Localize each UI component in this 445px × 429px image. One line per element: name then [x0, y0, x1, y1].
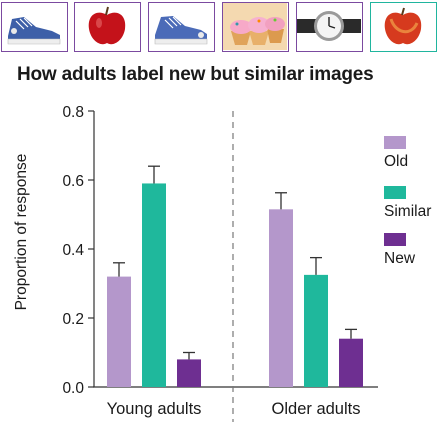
legend: Old Similar New	[384, 136, 431, 267]
y-axis: 0.0 0.2 0.4 0.6 0.8	[62, 104, 378, 422]
category-label: Older adults	[272, 400, 361, 418]
stimulus-wristwatch	[296, 2, 363, 52]
sneaker-icon	[7, 17, 61, 45]
apple-icon	[384, 7, 422, 45]
bar-similar-2	[304, 274, 328, 387]
y-tick-label: 0.2	[62, 311, 84, 328]
stimulus-sneaker-1	[1, 2, 68, 52]
apple-icon	[88, 6, 126, 45]
stimulus-image-strip	[0, 0, 445, 56]
stimulus-sneaker-2	[148, 2, 215, 52]
bar-old-1	[107, 276, 131, 387]
legend-label-similar: Similar	[384, 203, 431, 220]
stimulus-apple-2	[370, 2, 437, 52]
sneaker-icon	[154, 16, 208, 45]
y-axis-label: Proportion of response	[13, 154, 30, 311]
bar-old-2	[269, 209, 293, 387]
bar-new-2	[339, 338, 363, 387]
y-tick-label: 0.6	[62, 173, 84, 190]
bar-series: Young adults Older adults	[107, 165, 363, 418]
legend-swatch-similar	[384, 186, 406, 199]
category-label: Young adults	[107, 400, 202, 418]
y-tick-label: 0.8	[62, 104, 84, 121]
chart-title: How adults label new but similar images	[17, 64, 374, 85]
legend-label-new: New	[384, 250, 416, 267]
stimulus-apple-1	[74, 2, 141, 52]
stimulus-cupcakes	[222, 2, 289, 52]
wristwatch-icon	[297, 11, 361, 41]
y-tick-label: 0.0	[62, 380, 84, 397]
legend-label-old: Old	[384, 153, 408, 170]
legend-swatch-old	[384, 136, 406, 149]
bar-new-1	[177, 359, 201, 387]
legend-swatch-new	[384, 233, 406, 246]
y-tick-label: 0.4	[62, 242, 84, 259]
bar-similar-1	[142, 183, 166, 387]
cupcakes-icon	[223, 3, 287, 50]
